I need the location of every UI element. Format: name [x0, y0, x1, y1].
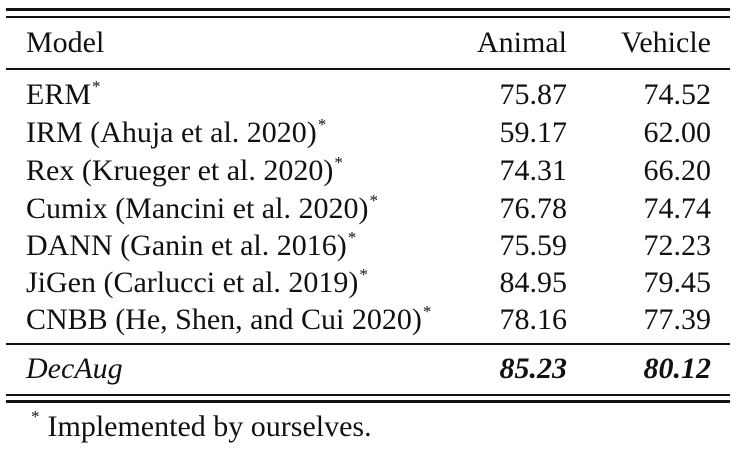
top-rule-thick — [6, 8, 730, 11]
vehicle-value: 72.23 — [643, 229, 712, 262]
our-model-name: DecAug — [26, 352, 123, 385]
footnote-mark: * — [31, 407, 40, 426]
vehicle-value: 77.39 — [643, 303, 712, 336]
model-name: DANN (Ganin et al. 2016)* — [26, 228, 357, 262]
animal-value: 75.59 — [499, 229, 568, 262]
vehicle-value: 62.00 — [643, 116, 712, 149]
vehicle-value: 79.45 — [643, 266, 712, 299]
vehicle-value: 74.52 — [643, 78, 712, 111]
model-name: Cumix (Mancini et al. 2020)* — [26, 191, 378, 225]
header-model: Model — [26, 26, 105, 59]
footnote: * Implemented by ourselves. — [30, 407, 372, 448]
model-name: IRM (Ahuja et al. 2020)* — [26, 115, 327, 149]
header-animal: Animal — [477, 26, 567, 59]
model-name: Rex (Krueger et al. 2020)* — [26, 153, 343, 187]
bottom-rule-thin — [6, 394, 730, 396]
vehicle-value: 74.74 — [643, 192, 712, 225]
animal-value: 84.95 — [499, 266, 568, 299]
vehicle-value: 66.20 — [643, 154, 712, 187]
model-name: CNBB (He, Shen, and Cui 2020)* — [26, 302, 432, 336]
animal-value: 78.16 — [499, 303, 568, 336]
animal-value: 75.87 — [499, 78, 568, 111]
top-rule-thin — [6, 16, 730, 18]
model-name: ERM* — [26, 77, 101, 111]
header-vehicle: Vehicle — [621, 26, 711, 59]
model-name: JiGen (Carlucci et al. 2019)* — [26, 265, 368, 299]
animal-value: 59.17 — [499, 116, 568, 149]
mid-rule — [6, 343, 730, 345]
bottom-rule-thick — [6, 400, 730, 403]
our-animal-value: 85.23 — [499, 352, 568, 385]
animal-value: 74.31 — [499, 154, 568, 187]
footnote-text: Implemented by ourselves. — [47, 410, 372, 443]
animal-value: 76.78 — [499, 192, 568, 225]
header-rule — [6, 68, 730, 70]
our-vehicle-value: 80.12 — [643, 352, 712, 385]
